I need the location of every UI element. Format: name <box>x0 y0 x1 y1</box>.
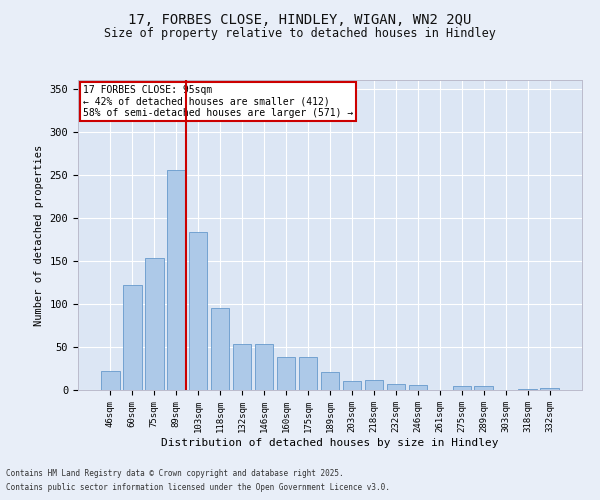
Bar <box>518 389 537 390</box>
Text: 17, FORBES CLOSE, HINDLEY, WIGAN, WN2 2QU: 17, FORBES CLOSE, HINDLEY, WIGAN, WN2 2Q… <box>128 12 472 26</box>
Bar <box>365 380 383 390</box>
Bar <box>409 385 427 390</box>
X-axis label: Distribution of detached houses by size in Hindley: Distribution of detached houses by size … <box>161 438 499 448</box>
Text: Contains HM Land Registry data © Crown copyright and database right 2025.: Contains HM Land Registry data © Crown c… <box>6 468 344 477</box>
Bar <box>299 358 317 390</box>
Bar <box>211 308 229 390</box>
Bar <box>343 382 361 390</box>
Text: Contains public sector information licensed under the Open Government Licence v3: Contains public sector information licen… <box>6 484 390 492</box>
Bar <box>452 386 471 390</box>
Y-axis label: Number of detached properties: Number of detached properties <box>34 144 44 326</box>
Bar <box>255 344 274 390</box>
Bar <box>189 232 208 390</box>
Bar <box>101 371 119 390</box>
Bar <box>475 386 493 390</box>
Bar <box>386 384 405 390</box>
Bar <box>167 170 185 390</box>
Bar <box>277 358 295 390</box>
Text: 17 FORBES CLOSE: 95sqm
← 42% of detached houses are smaller (412)
58% of semi-de: 17 FORBES CLOSE: 95sqm ← 42% of detached… <box>83 84 353 118</box>
Text: Size of property relative to detached houses in Hindley: Size of property relative to detached ho… <box>104 28 496 40</box>
Bar <box>541 388 559 390</box>
Bar <box>320 372 340 390</box>
Bar <box>123 285 142 390</box>
Bar <box>145 258 164 390</box>
Bar <box>233 344 251 390</box>
